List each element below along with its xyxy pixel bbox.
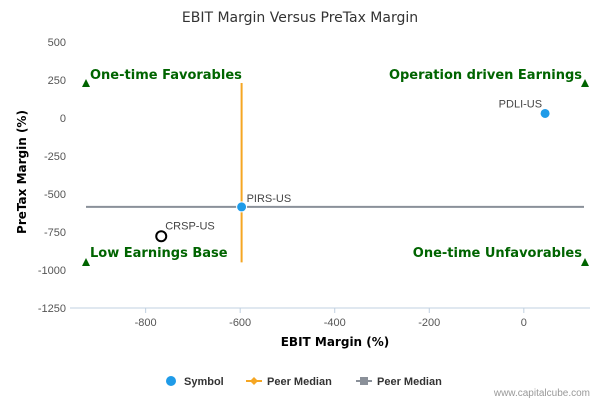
legend-diamond-icon [250, 377, 258, 385]
x-tick-label: -200 [418, 317, 440, 329]
y-tick-label: 0 [60, 113, 66, 125]
y-tick-label: 500 [48, 37, 66, 49]
x-tick-label: -400 [324, 317, 346, 329]
data-point[interactable] [155, 230, 168, 243]
data-point[interactable] [236, 201, 248, 213]
y-tick-label: -250 [44, 151, 66, 163]
y-tick-label: 250 [48, 75, 66, 87]
quadrant-marker-triangle [581, 79, 589, 87]
legend-label[interactable]: Symbol [184, 376, 224, 388]
y-axis-title: PreTax Margin (%) [15, 110, 29, 234]
legend-symbol-icon [166, 376, 176, 386]
data-point-label: PIRS-US [247, 193, 292, 205]
quadrant-marker-triangle [581, 258, 589, 266]
credit-text: www.capitalcube.com [493, 388, 590, 399]
y-tick-label: -500 [44, 189, 66, 201]
legend-label[interactable]: Peer Median [267, 376, 332, 388]
y-tick-label: -1250 [38, 303, 66, 315]
quadrant-label-bottom-left: Low Earnings Base [90, 246, 228, 261]
legend-label[interactable]: Peer Median [377, 376, 442, 388]
data-point[interactable] [539, 107, 551, 119]
x-tick-label: -600 [229, 317, 251, 329]
quadrant-marker-triangle [82, 258, 90, 266]
x-axis-title: EBIT Margin (%) [281, 335, 390, 349]
data-point-label: CRSP-US [165, 220, 215, 232]
x-tick-label: 0 [521, 317, 527, 329]
legend-square-icon [360, 377, 368, 385]
quadrant-label-bottom-right: One-time Unfavorables [413, 246, 582, 261]
chart-title: EBIT Margin Versus PreTax Margin [182, 10, 418, 26]
quadrant-marker-triangle [82, 79, 90, 87]
y-tick-label: -1000 [38, 265, 66, 277]
quadrant-label-top-right: Operation driven Earnings [389, 68, 582, 83]
quadrant-label-top-left: One-time Favorables [90, 68, 242, 83]
x-tick-label: -800 [135, 317, 157, 329]
data-point-label: PDLI-US [499, 98, 542, 110]
y-tick-label: -750 [44, 227, 66, 239]
